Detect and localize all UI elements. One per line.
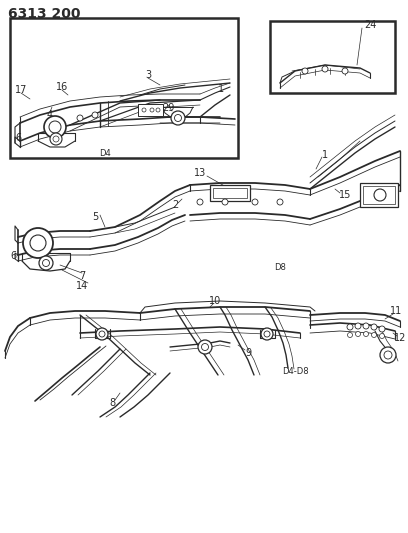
Text: 6: 6 [15, 133, 21, 143]
Circle shape [142, 108, 146, 112]
Circle shape [355, 332, 361, 336]
Text: 17: 17 [15, 85, 27, 95]
Circle shape [379, 326, 385, 332]
Text: D4: D4 [99, 149, 111, 158]
Circle shape [96, 328, 108, 340]
Text: 5: 5 [92, 212, 98, 222]
Circle shape [384, 351, 392, 359]
Circle shape [23, 228, 53, 258]
Bar [210, 185, 250, 201]
Circle shape [364, 332, 368, 336]
Text: 9: 9 [245, 348, 251, 358]
Circle shape [264, 331, 270, 337]
Circle shape [348, 333, 353, 337]
Circle shape [99, 331, 105, 337]
Circle shape [39, 256, 53, 270]
Circle shape [156, 108, 160, 112]
Circle shape [347, 324, 353, 330]
Circle shape [222, 199, 228, 205]
Circle shape [277, 199, 283, 205]
Text: 6: 6 [10, 251, 16, 261]
Bar [10, 18, 238, 158]
Circle shape [261, 328, 273, 340]
Circle shape [379, 334, 384, 338]
Circle shape [175, 115, 182, 122]
Text: D4-D8: D4-D8 [282, 367, 308, 376]
Text: D8: D8 [274, 263, 286, 272]
Text: 3: 3 [145, 70, 151, 80]
Text: 7: 7 [79, 271, 85, 281]
Circle shape [371, 324, 377, 330]
Text: 8: 8 [109, 398, 115, 408]
Circle shape [363, 323, 369, 329]
Bar [360, 183, 398, 207]
Circle shape [42, 260, 49, 266]
Text: 29: 29 [162, 103, 174, 113]
Circle shape [171, 111, 185, 125]
Circle shape [374, 189, 386, 201]
Circle shape [92, 112, 98, 118]
Circle shape [380, 347, 396, 363]
Bar [213, 188, 247, 198]
Text: 12: 12 [394, 333, 406, 343]
Text: 14: 14 [76, 281, 88, 291]
Circle shape [49, 121, 61, 133]
Text: 24: 24 [364, 20, 376, 30]
Circle shape [252, 199, 258, 205]
Text: 6313 200: 6313 200 [8, 7, 80, 21]
Text: 16: 16 [56, 82, 68, 92]
Bar [363, 186, 395, 204]
Circle shape [355, 323, 361, 329]
Circle shape [77, 115, 83, 121]
Circle shape [53, 136, 59, 142]
Circle shape [302, 68, 308, 74]
Circle shape [150, 108, 154, 112]
Circle shape [342, 68, 348, 74]
Circle shape [322, 66, 328, 72]
Circle shape [198, 340, 212, 354]
Text: 1: 1 [218, 84, 224, 94]
Bar [270, 21, 395, 93]
Circle shape [50, 133, 62, 145]
Circle shape [202, 343, 208, 351]
Text: 1: 1 [322, 150, 328, 160]
Text: 4: 4 [47, 110, 53, 120]
Circle shape [372, 333, 377, 337]
Circle shape [197, 199, 203, 205]
Circle shape [30, 235, 46, 251]
Text: 11: 11 [390, 306, 402, 316]
Bar [138, 104, 163, 116]
Text: 15: 15 [339, 190, 351, 200]
Circle shape [44, 116, 66, 138]
Text: 2: 2 [172, 200, 178, 210]
Text: 10: 10 [209, 296, 221, 306]
Text: 13: 13 [194, 168, 206, 178]
